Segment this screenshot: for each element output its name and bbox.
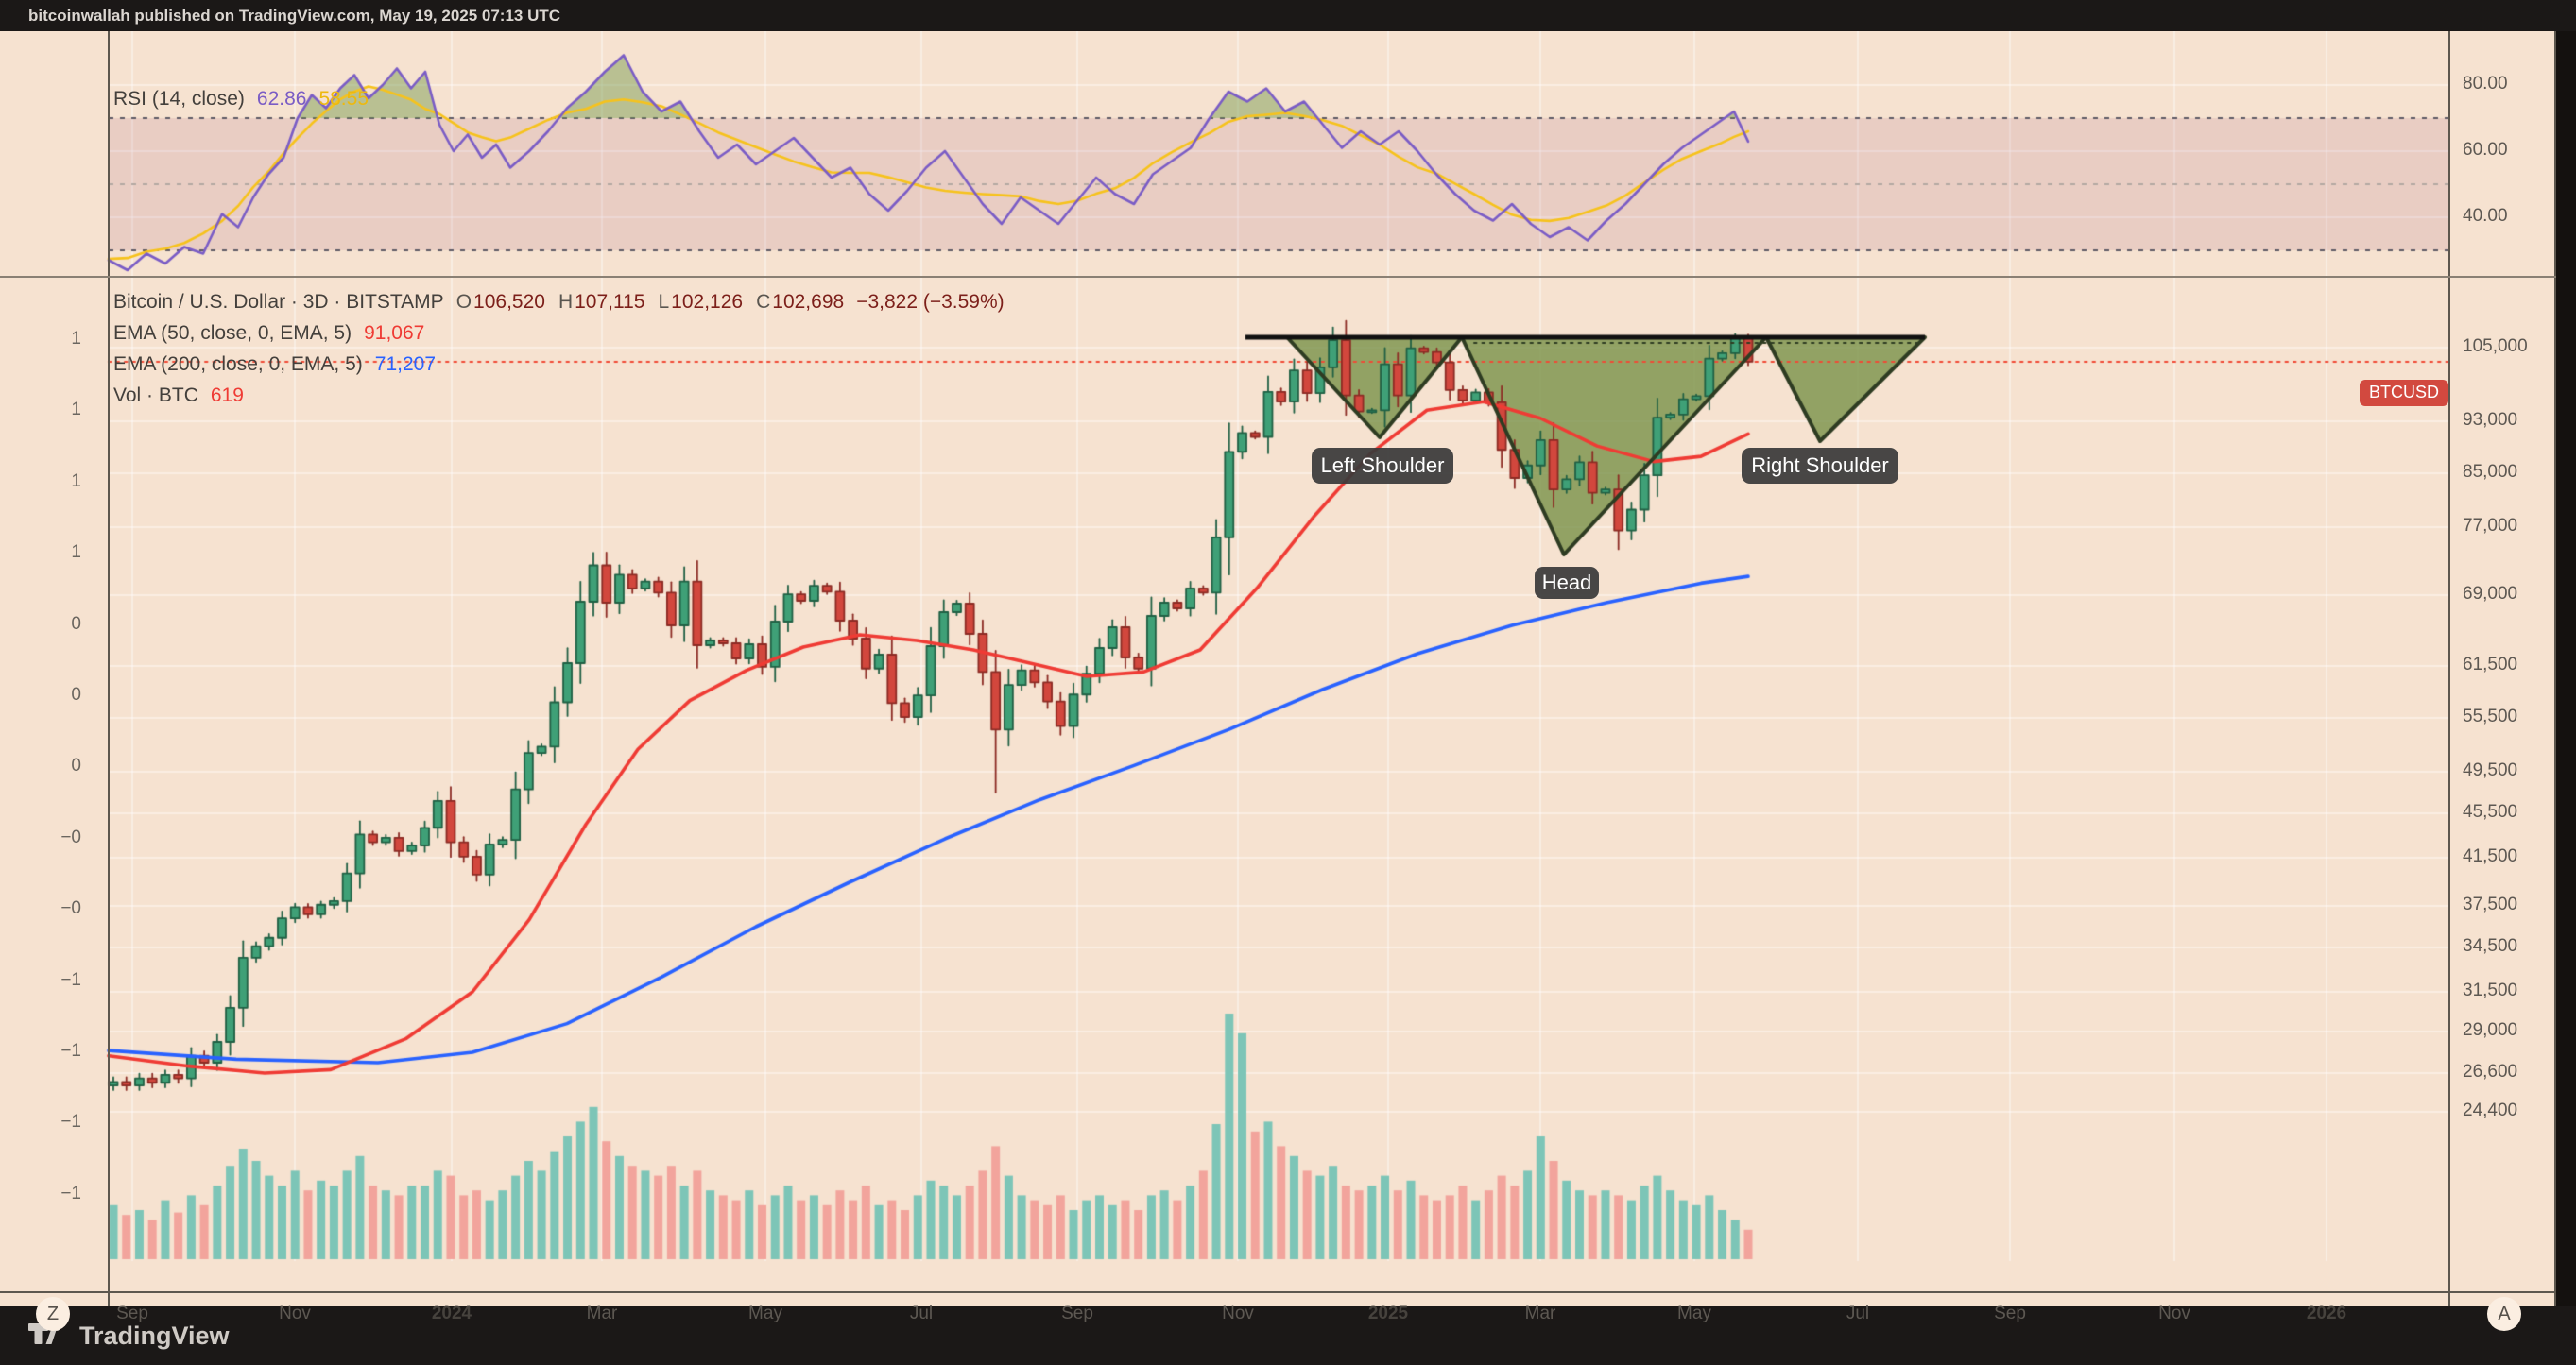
- left-scale-border: [108, 31, 110, 1306]
- pattern-label-head[interactable]: Head: [1535, 567, 1599, 599]
- time-axis-label: Nov: [279, 1304, 311, 1323]
- time-axis-label: Nov: [2158, 1304, 2190, 1323]
- price-axis[interactable]: USD 102,698 2d 17h 105,00093,00085,00077…: [2449, 31, 2556, 1261]
- tradingview-brand-text[interactable]: TradingView: [79, 1321, 230, 1350]
- symbol-price-badge-text: BTCUSD: [2368, 383, 2439, 402]
- pattern-label-left-shoulder[interactable]: Left Shoulder: [1312, 448, 1453, 484]
- ohlc-item: L102,126: [658, 291, 744, 313]
- left-scale-label: −0: [60, 898, 81, 919]
- volume-label: Vol · BTC: [113, 384, 198, 406]
- left-scale-label: 0: [71, 756, 81, 776]
- price-axis-label: 31,500: [2463, 981, 2518, 1000]
- chart-canvas[interactable]: [0, 31, 2556, 1306]
- attribution-bar: bitcoinwallah published on TradingView.c…: [0, 0, 2576, 31]
- time-axis-label: Jul: [909, 1304, 934, 1323]
- ohlc-item: O106,520: [455, 291, 545, 313]
- price-axis-label: 26,600: [2463, 1062, 2518, 1082]
- time-axis-label: 2026: [2306, 1304, 2347, 1323]
- price-axis-label: 77,000: [2463, 516, 2518, 536]
- time-axis-label: Sep: [1061, 1304, 1093, 1323]
- ema200-legend[interactable]: EMA (200, close, 0, EMA, 5) 71,207: [113, 353, 436, 376]
- ema50-label: EMA (50, close, 0, EMA, 5): [113, 322, 352, 344]
- volume-value: 619: [210, 384, 244, 406]
- ema200-value: 71,207: [374, 353, 437, 375]
- left-scale-label: −1: [60, 1112, 81, 1133]
- price-axis-label: 34,500: [2463, 936, 2518, 956]
- rsi-value: 62.86: [256, 88, 307, 110]
- chart-right-edge: [2554, 31, 2556, 1306]
- time-axis-label: May: [1677, 1304, 1711, 1323]
- change-value: −3,822 (−3.59%): [856, 291, 1005, 313]
- left-scale-label: 1: [71, 400, 81, 420]
- volume-legend[interactable]: Vol · BTC 619: [113, 384, 244, 407]
- footer-bar: TradingView: [0, 1306, 2576, 1365]
- price-axis-label: 55,500: [2463, 707, 2518, 726]
- time-axis-label: Mar: [586, 1304, 618, 1323]
- ohlc-item: H107,115: [558, 291, 645, 313]
- ohlc-values: O106,520 H107,115 L102,126 C102,698: [456, 291, 845, 314]
- left-scale-label: −1: [60, 1183, 81, 1203]
- left-scale-label: 0: [71, 613, 81, 634]
- left-scale-label: 0: [71, 685, 81, 705]
- symbol-legend[interactable]: Bitcoin / U.S. Dollar · 3D · BITSTAMP O1…: [113, 291, 1005, 314]
- pattern-label-right-shoulder[interactable]: Right Shoulder: [1742, 448, 1898, 484]
- autoscale-button[interactable]: A: [2487, 1297, 2521, 1331]
- ema50-legend[interactable]: EMA (50, close, 0, EMA, 5) 91,067: [113, 322, 424, 345]
- ohlc-item: C102,698: [756, 291, 845, 313]
- autoscale-button-label: A: [2498, 1303, 2511, 1324]
- left-scale-label: −1: [60, 1041, 81, 1061]
- chart-area[interactable]: RSI (14, close) 62.86 58.55 Bitcoin / U.…: [0, 31, 2556, 1306]
- rsi-legend-title: RSI (14, close): [113, 88, 245, 110]
- time-scale-border: [0, 1291, 2556, 1293]
- price-axis-label: 29,000: [2463, 1020, 2518, 1040]
- pane-separator[interactable]: [0, 276, 2556, 278]
- time-axis-label: 2024: [431, 1304, 472, 1323]
- time-axis[interactable]: Z A Sep Nov 2024 Mar May Jul Sep Nov 2025 Mar May J…: [0, 1292, 2556, 1338]
- ema50-value: 91,067: [364, 322, 425, 344]
- time-axis-label: 2025: [1367, 1304, 1409, 1323]
- price-axis-label: 45,500: [2463, 802, 2518, 822]
- left-scale-label: −0: [60, 827, 81, 847]
- rsi-ma-value: 58.55: [318, 88, 369, 110]
- rsi-axis-label: 80.00: [2463, 74, 2508, 94]
- price-axis-label: 85,000: [2463, 462, 2518, 482]
- price-axis-label: 41,500: [2463, 846, 2518, 866]
- price-axis-label: 24,400: [2463, 1101, 2518, 1120]
- attribution-text: bitcoinwallah published on TradingView.c…: [28, 6, 561, 25]
- price-scale-border[interactable]: [2448, 31, 2450, 1306]
- price-axis-label: 61,500: [2463, 655, 2518, 674]
- rsi-legend[interactable]: RSI (14, close) 62.86 58.55: [113, 88, 369, 111]
- symbol-title: Bitcoin / U.S. Dollar · 3D · BITSTAMP: [113, 291, 444, 313]
- ema200-label: EMA (200, close, 0, EMA, 5): [113, 353, 363, 375]
- timezone-button[interactable]: Z: [36, 1297, 70, 1331]
- price-axis-label: 105,000: [2463, 336, 2528, 356]
- left-scale-label: 1: [71, 329, 81, 349]
- price-axis-label: 93,000: [2463, 410, 2518, 430]
- left-scale-label: −1: [60, 969, 81, 990]
- left-scale-label: 1: [71, 470, 81, 491]
- time-axis-label: Jul: [1846, 1304, 1870, 1323]
- time-axis-label: Nov: [1222, 1304, 1254, 1323]
- price-axis-label: 49,500: [2463, 760, 2518, 780]
- left-scale-label: 1: [71, 542, 81, 563]
- time-axis-label: May: [748, 1304, 782, 1323]
- price-axis-label: 37,500: [2463, 895, 2518, 914]
- left-scale[interactable]: 1 1 1 1 0 0 0 −0 −0 −1 −1 −1 −1: [0, 31, 109, 1261]
- rsi-axis-label: 60.00: [2463, 140, 2508, 160]
- time-axis-label: Mar: [1524, 1304, 1556, 1323]
- timezone-button-label: Z: [46, 1303, 60, 1324]
- rsi-axis-label: 40.00: [2463, 206, 2508, 226]
- time-axis-label: Sep: [1994, 1304, 2026, 1323]
- price-axis-label: 69,000: [2463, 584, 2518, 604]
- symbol-price-badge[interactable]: BTCUSD: [2360, 379, 2448, 406]
- time-axis-label: Sep: [116, 1304, 148, 1323]
